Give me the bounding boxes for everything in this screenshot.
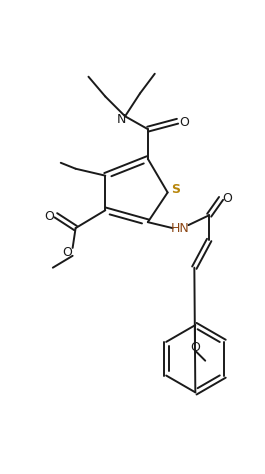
Text: O: O <box>222 192 232 205</box>
Text: O: O <box>179 116 189 129</box>
Text: O: O <box>190 341 200 355</box>
Text: HN: HN <box>171 221 190 235</box>
Text: O: O <box>62 246 72 259</box>
Text: O: O <box>44 210 54 223</box>
Text: N: N <box>116 113 126 126</box>
Text: S: S <box>171 183 180 196</box>
